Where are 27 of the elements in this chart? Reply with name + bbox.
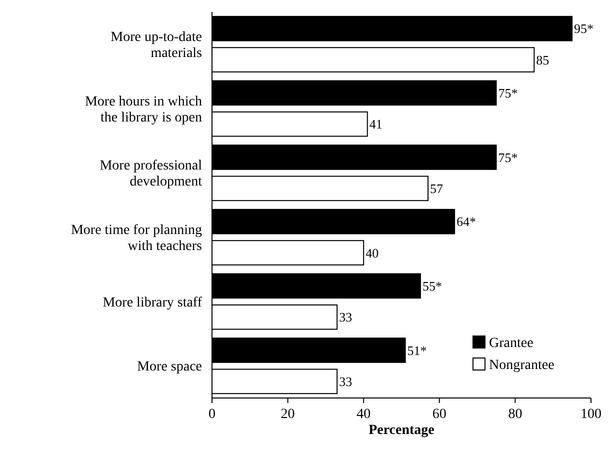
data-label: 55* — [422, 278, 442, 294]
x-tick-label: 100 — [580, 407, 602, 422]
y-tick-label: More hours in which the library is open — [84, 94, 202, 126]
y-tick-label: More time for planning with teachers — [70, 223, 202, 254]
x-tick-label: 0 — [208, 407, 216, 422]
x-tick-label: 60 — [432, 407, 446, 422]
y-tick-label: More library staff — [102, 295, 202, 310]
data-label: 51* — [407, 342, 427, 358]
legend-label: Nongrantee — [489, 358, 554, 373]
data-label: 75* — [498, 150, 518, 165]
data-label: 33 — [339, 374, 352, 389]
data-label: 95* — [574, 21, 594, 36]
y-tick-label: More up-to-date materials — [110, 30, 202, 62]
data-label: 33 — [339, 310, 352, 325]
data-label: 57 — [430, 180, 444, 196]
data-label: 40 — [366, 245, 379, 260]
y-tick-label: More professional development — [100, 158, 202, 190]
data-label: 85 — [536, 52, 550, 68]
data-label: 41 — [369, 116, 382, 132]
x-tick-label: 80 — [508, 407, 522, 422]
data-label: 64* — [456, 214, 476, 230]
legend-label: Grantee — [489, 336, 534, 351]
x-tick-label: 40 — [356, 407, 371, 422]
y-tick-label: More space — [137, 360, 202, 375]
x-axis-title: Percentage — [368, 423, 434, 438]
data-label: 75* — [498, 85, 518, 100]
x-tick-label: 20 — [280, 407, 295, 422]
